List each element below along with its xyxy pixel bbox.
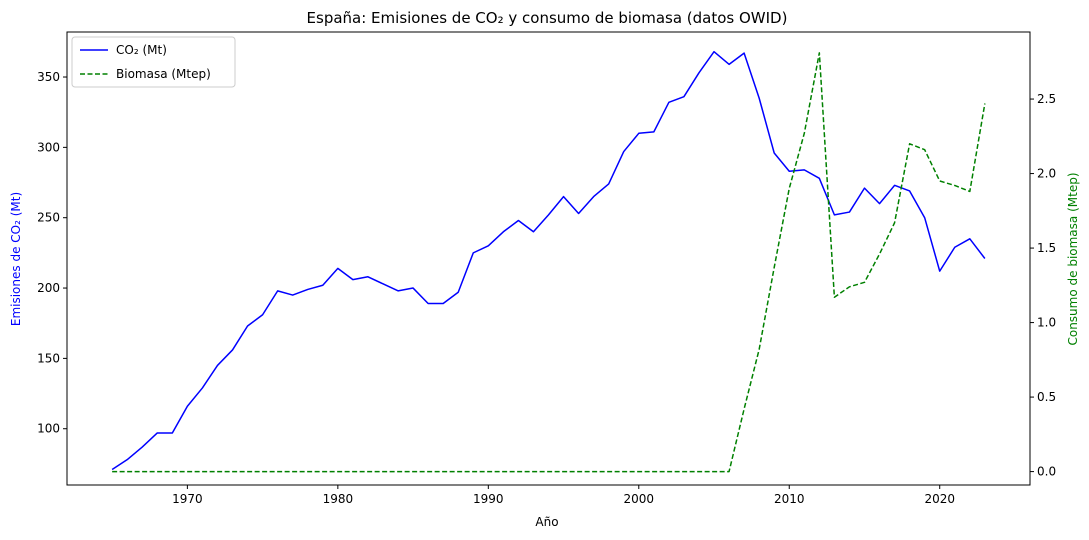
y-right-tick-label: 0.5 bbox=[1037, 390, 1056, 404]
x-tick-label: 2010 bbox=[774, 492, 805, 506]
plot-frame bbox=[66, 31, 1031, 486]
legend: CO₂ (Mt) Biomasa (Mtep) bbox=[71, 36, 236, 88]
y-left-tick-label: 150 bbox=[37, 351, 60, 365]
y-axis-right: 0.0 0.5 1.0 1.5 2.0 2.5 bbox=[1030, 92, 1056, 479]
series-line-co2 bbox=[111, 50, 986, 471]
x-axis: 1970 1980 1990 2000 2010 2020 bbox=[172, 485, 955, 506]
y-right-tick-label: 1.5 bbox=[1037, 241, 1056, 255]
y-axis-right-title: Consumo de biomasa (Mtep) bbox=[1066, 172, 1080, 345]
y-left-tick-label: 200 bbox=[37, 281, 60, 295]
y-right-tick-label: 0.0 bbox=[1037, 465, 1056, 479]
legend-label-co2: CO₂ (Mt) bbox=[116, 43, 167, 57]
chart-title: España: Emisiones de CO₂ y consumo de bi… bbox=[307, 9, 788, 27]
legend-label-biomasa: Biomasa (Mtep) bbox=[116, 67, 211, 81]
y-left-tick-label: 300 bbox=[37, 140, 60, 154]
y-right-tick-label: 2.0 bbox=[1037, 167, 1056, 181]
y-axis-left-title: Emisiones de CO₂ (Mt) bbox=[9, 192, 23, 326]
series-line-biomasa bbox=[112, 52, 986, 473]
x-tick-label: 2000 bbox=[624, 492, 655, 506]
x-tick-label: 2020 bbox=[924, 492, 955, 506]
legend-frame bbox=[71, 36, 236, 88]
plot-lines bbox=[111, 50, 986, 473]
y-right-tick-label: 2.5 bbox=[1037, 92, 1056, 106]
x-tick-label: 1970 bbox=[172, 492, 203, 506]
x-tick-label: 1990 bbox=[473, 492, 504, 506]
x-tick-label: 1980 bbox=[323, 492, 354, 506]
x-axis-title: Año bbox=[535, 515, 558, 529]
y-left-tick-label: 100 bbox=[37, 422, 60, 436]
y-left-tick-label: 250 bbox=[37, 211, 60, 225]
y-axis-left: 100 150 200 250 300 350 bbox=[37, 70, 67, 436]
y-left-tick-label: 350 bbox=[37, 70, 60, 84]
y-right-tick-label: 1.0 bbox=[1037, 316, 1056, 330]
